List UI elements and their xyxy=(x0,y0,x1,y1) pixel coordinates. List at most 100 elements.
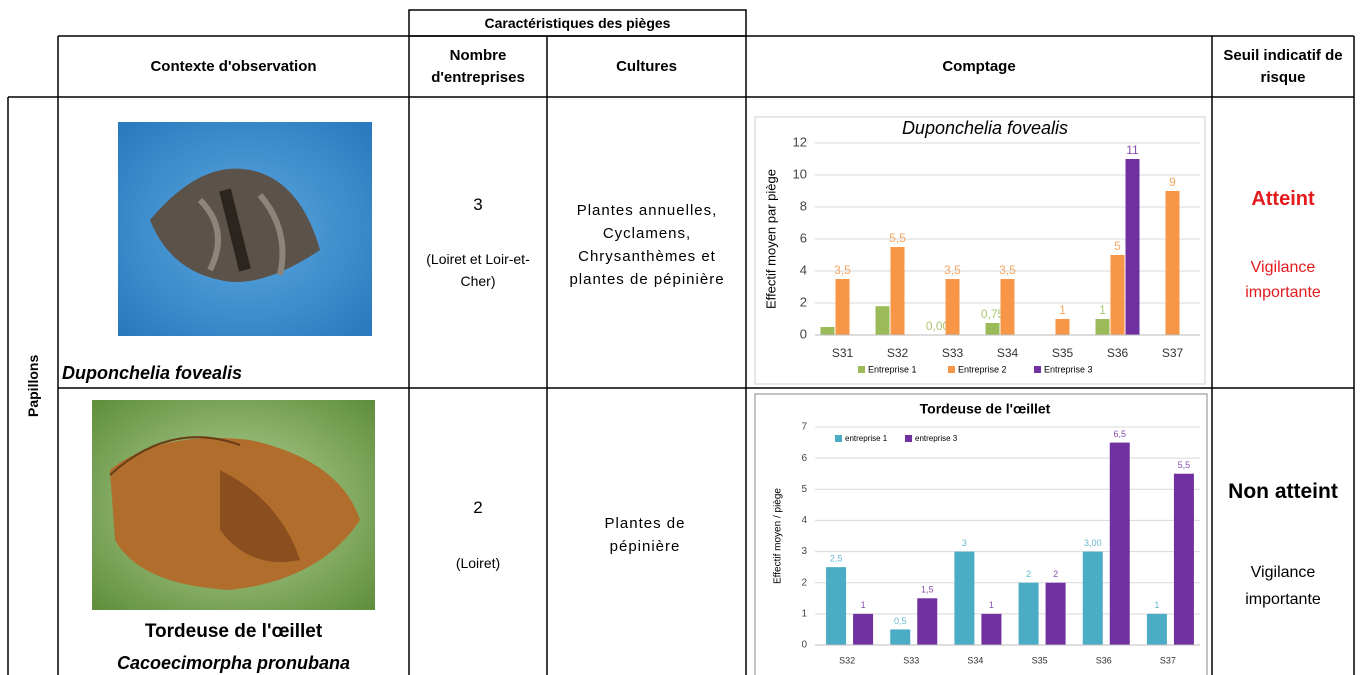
y-tick-label: 6 xyxy=(801,453,807,464)
common-name: Tordeuse de l'œillet xyxy=(144,621,323,642)
bar xyxy=(890,247,905,335)
data-label: 2 xyxy=(1053,569,1058,579)
y-tick-label: 10 xyxy=(793,166,807,181)
x-tick-label: S35 xyxy=(1032,655,1048,665)
data-label: 0,00 xyxy=(926,319,950,333)
x-tick-label: S33 xyxy=(903,655,919,665)
chart-frame xyxy=(754,116,1206,385)
y-tick-label: 0 xyxy=(800,326,807,341)
y-tick-label: 0 xyxy=(801,640,807,651)
bar xyxy=(875,306,890,335)
y-tick-label: 1 xyxy=(801,608,807,619)
y-tick-label: 4 xyxy=(800,262,807,277)
legend-swatch xyxy=(835,435,842,442)
data-label: 1 xyxy=(1059,303,1066,317)
y-axis-label: Effectif moyen / piège xyxy=(773,488,784,584)
data-label: 6,5 xyxy=(1113,429,1126,439)
data-label: 1,5 xyxy=(921,585,934,595)
y-tick-label: 4 xyxy=(801,515,807,526)
bar xyxy=(890,629,911,645)
risk: Atteint xyxy=(1251,187,1315,210)
header: Nombre d'entreprises xyxy=(431,46,525,86)
bar xyxy=(835,279,850,335)
bar xyxy=(1082,551,1103,645)
species-name: Cacoecimorpha pronubana xyxy=(116,652,351,673)
x-tick-label: S33 xyxy=(942,346,964,360)
legend-label: Entreprise 3 xyxy=(1044,364,1093,374)
bar xyxy=(985,323,1000,335)
bar xyxy=(1000,279,1015,335)
y-tick-label: 12 xyxy=(793,134,807,149)
photo-tordeuse xyxy=(92,400,375,610)
x-tick-label: S35 xyxy=(1052,346,1074,360)
y-tick-label: 6 xyxy=(800,230,807,245)
legend-label: Entreprise 1 xyxy=(868,364,917,374)
region: (Loiret) xyxy=(455,555,501,571)
bar xyxy=(1018,582,1039,645)
data-label: 1 xyxy=(1154,600,1159,610)
bar xyxy=(1165,191,1180,335)
legend-swatch xyxy=(905,435,912,442)
data-label: 3,00 xyxy=(1084,538,1102,548)
data-label: 1 xyxy=(1099,303,1106,317)
bar xyxy=(1173,473,1194,645)
table-grid xyxy=(7,9,1355,675)
legend-label: entreprise 1 xyxy=(845,434,888,443)
x-tick-label: S37 xyxy=(1162,346,1184,360)
data-label: 5,5 xyxy=(889,231,906,245)
y-tick-label: 7 xyxy=(801,422,807,433)
y-tick-label: 3 xyxy=(801,546,807,557)
data-label: 11 xyxy=(1126,143,1139,157)
region: (Loiret et Loir-et-Cher) xyxy=(426,251,530,289)
legend-label: entreprise 3 xyxy=(915,434,958,443)
data-label: 2 xyxy=(1026,569,1031,579)
y-tick-label: 2 xyxy=(800,294,807,309)
header: Contexte d'observation xyxy=(150,58,317,75)
data-label: 5,5 xyxy=(1178,460,1191,470)
bar xyxy=(981,613,1002,645)
bar xyxy=(1095,319,1110,335)
bar xyxy=(1055,319,1070,335)
bar xyxy=(1110,255,1125,335)
data-label: 3,5 xyxy=(999,263,1016,277)
crops: Plantes annuelles, Cyclamens, Chrysanthè… xyxy=(569,202,725,288)
bar xyxy=(1146,613,1167,645)
charts: Duponchelia fovealis Effectif moyen par p… xyxy=(763,118,1200,665)
x-tick-label: S32 xyxy=(887,346,909,360)
header: Cultures xyxy=(616,58,677,75)
bar xyxy=(1109,442,1130,645)
group-header: Caractéristiques des pièges xyxy=(484,15,671,31)
risk: Non atteint xyxy=(1228,479,1338,503)
advice: Vigilance importante xyxy=(1245,564,1321,608)
x-tick-label: S36 xyxy=(1096,655,1112,665)
legend-swatch xyxy=(948,366,955,373)
bar xyxy=(917,598,938,645)
data-label: 0,75 xyxy=(981,307,1005,321)
count: 2 xyxy=(473,498,483,517)
bar xyxy=(853,613,874,645)
data-label: 0,5 xyxy=(894,616,907,626)
header: Comptage xyxy=(942,58,1016,75)
x-tick-label: S36 xyxy=(1107,346,1129,360)
chart-title: Tordeuse de l'œillet xyxy=(920,401,1051,417)
x-tick-label: S31 xyxy=(832,346,854,360)
bar xyxy=(1125,159,1140,335)
data-label: 2,5 xyxy=(830,554,843,564)
header: Seuil indicatif de risque xyxy=(1223,46,1343,86)
bar xyxy=(826,567,847,645)
y-tick-label: 2 xyxy=(801,577,807,588)
y-axis-label: Effectif moyen par piège xyxy=(763,169,778,309)
count: 3 xyxy=(473,195,483,214)
x-tick-label: S37 xyxy=(1160,655,1176,665)
data-label: 3 xyxy=(962,538,967,548)
bar xyxy=(820,327,835,335)
data-label: 9 xyxy=(1169,175,1176,189)
species-name: Duponchelia fovealis xyxy=(62,362,243,383)
chart-title: Duponchelia fovealis xyxy=(902,118,1068,138)
data-label: 3,5 xyxy=(834,263,851,277)
bar xyxy=(1045,582,1066,645)
bar xyxy=(954,551,975,645)
photo-duponchelia xyxy=(118,122,372,336)
